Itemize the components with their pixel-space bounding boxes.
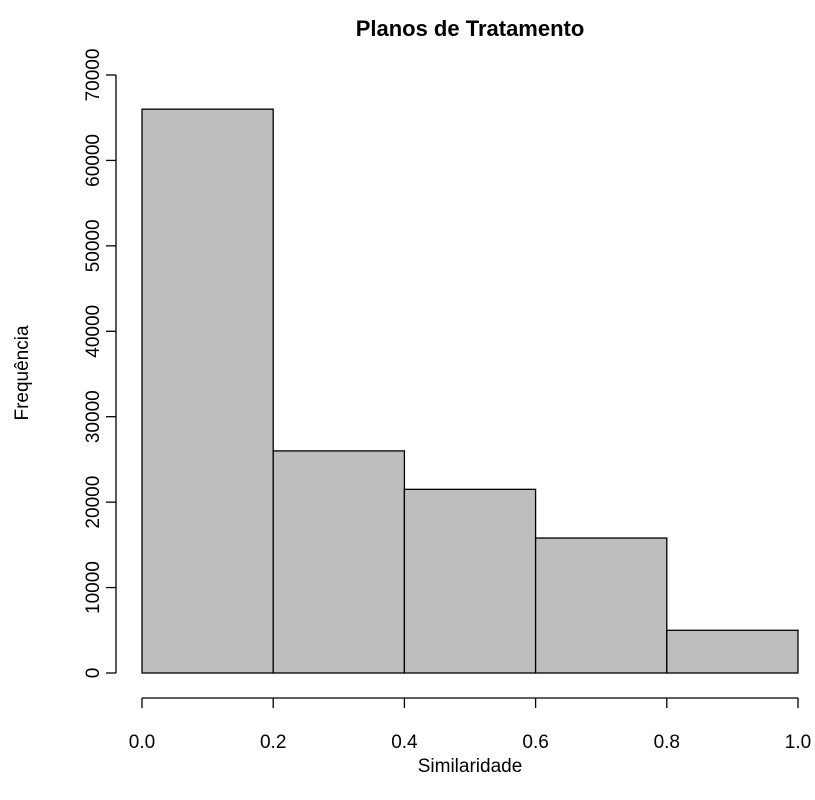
x-tick-label: 0.6	[522, 732, 548, 753]
histogram-bar-3	[403, 488, 537, 674]
x-tick-label: 0.4	[391, 732, 418, 753]
x-axis: 0.0 0.2 0.4 0.6 0.8 1.0	[129, 697, 811, 753]
y-tick-label: 20000	[83, 476, 104, 529]
y-axis: 0 10000 20000 30000 40000 50000 60000 70000	[83, 49, 117, 679]
y-tick-label: 50000	[83, 219, 104, 272]
histogram-bar-1	[141, 108, 274, 674]
histogram-bar-4	[534, 537, 668, 674]
y-axis-label: Frequência	[12, 325, 33, 420]
histogram-bar-2	[272, 450, 406, 674]
y-tick-label: 0	[83, 668, 104, 679]
histogram-bar-5	[666, 629, 799, 674]
x-axis-label: Similaridade	[418, 756, 523, 777]
x-tick-label: 0.8	[654, 732, 680, 753]
chart-title: Planos de Tratamento	[356, 16, 585, 41]
bars-group	[141, 108, 799, 674]
y-tick-label: 70000	[83, 49, 104, 102]
y-tick-label: 30000	[83, 390, 104, 443]
x-tick-label: 0.2	[260, 732, 286, 753]
x-tick-label: 1.0	[785, 732, 811, 753]
x-tick-label: 0.0	[129, 732, 155, 753]
y-tick-label: 40000	[83, 305, 104, 358]
y-tick-label: 10000	[83, 561, 104, 614]
y-tick-label: 60000	[83, 134, 104, 187]
